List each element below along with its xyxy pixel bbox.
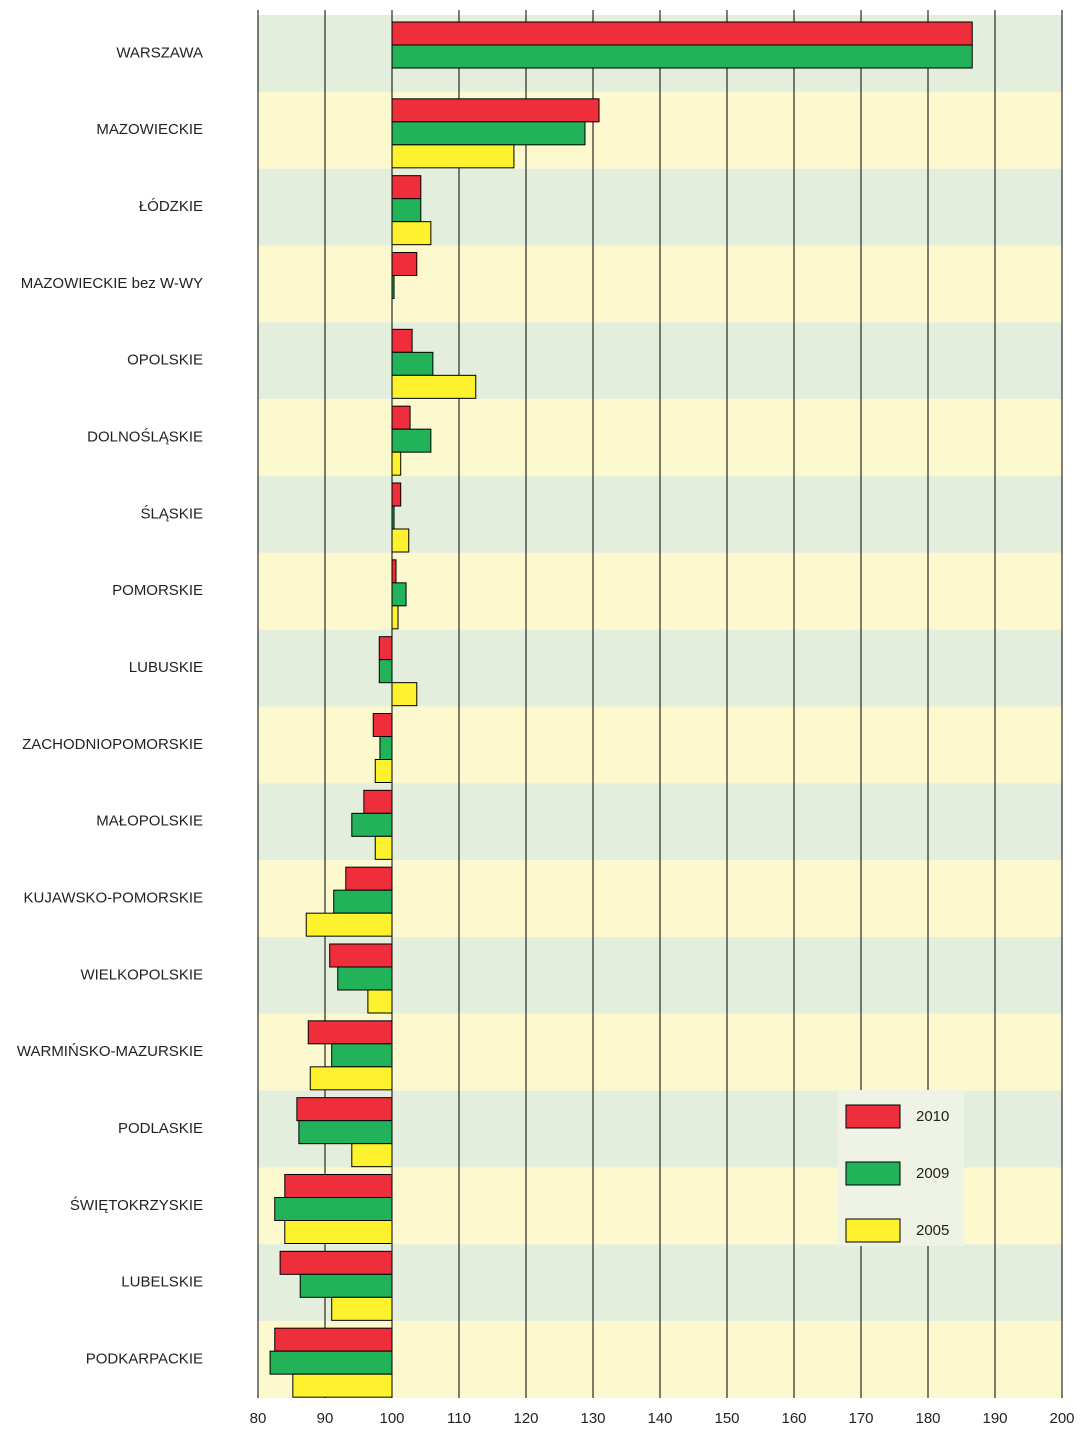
bar	[391, 98, 600, 123]
x-tick-label: 90	[317, 1410, 334, 1427]
bar	[391, 405, 411, 430]
bar	[299, 1273, 393, 1298]
bar	[391, 451, 402, 476]
y-tick-label: ZACHODNIOPOMORSKIE	[22, 736, 203, 753]
bar	[391, 198, 422, 223]
y-tick-label: LUBELSKIE	[121, 1274, 203, 1291]
legend-label: 2005	[916, 1222, 949, 1239]
x-tick-label: 110	[447, 1410, 471, 1427]
y-tick-label: ŚLĄSKIE	[140, 504, 203, 522]
y-tick-label: KUJAWSKO-POMORSKIE	[24, 890, 203, 907]
bar	[279, 1250, 393, 1275]
bar	[391, 582, 407, 607]
x-tick-label: 160	[781, 1410, 806, 1427]
bar	[298, 1120, 393, 1145]
y-tick-label: PODKARPACKIE	[86, 1351, 203, 1368]
bar	[284, 1220, 393, 1244]
y-tick-label: LUBUSKIE	[129, 659, 203, 676]
bar	[391, 221, 432, 246]
legend-label: 2009	[916, 1165, 949, 1182]
bar	[337, 966, 393, 991]
legend-swatch	[845, 1104, 901, 1129]
x-tick-label: 200	[1049, 1410, 1074, 1427]
bar	[379, 736, 393, 760]
legend-swatch	[845, 1161, 901, 1186]
x-tick-label: 130	[580, 1410, 605, 1427]
x-tick-label: 180	[915, 1410, 940, 1427]
bar	[269, 1350, 393, 1375]
bar	[372, 713, 393, 737]
bar	[391, 144, 515, 169]
bar	[363, 789, 393, 814]
bar	[351, 812, 393, 837]
bar	[378, 636, 393, 661]
y-tick-label: WARSZAWA	[116, 44, 203, 61]
bar	[391, 275, 395, 299]
bar	[331, 1043, 393, 1068]
y-tick-label: DOLNOŚLĄSKIE	[87, 428, 203, 446]
bar	[391, 505, 395, 530]
bar	[274, 1327, 393, 1352]
y-tick-label: MAŁOPOLSKIE	[96, 813, 203, 830]
y-tick-label: MAZOWIECKIE	[96, 121, 203, 138]
bar	[391, 559, 397, 584]
bar	[333, 889, 393, 914]
y-tick-label: OPOLSKIE	[127, 352, 203, 369]
bar	[284, 1174, 393, 1198]
bar	[351, 1143, 393, 1168]
legend-swatch	[845, 1218, 901, 1243]
bar	[331, 1296, 393, 1321]
bar	[391, 44, 973, 69]
x-tick-label: 190	[982, 1410, 1007, 1427]
bar	[391, 428, 432, 453]
bar	[391, 351, 434, 376]
y-tick-label: ŚWIĘTOKRZYSKIE	[70, 1196, 203, 1214]
bar	[367, 989, 393, 1014]
bar	[391, 252, 418, 276]
bar	[274, 1197, 393, 1221]
bar	[345, 866, 393, 891]
bar	[309, 1066, 393, 1091]
bar	[374, 759, 393, 783]
y-tick-label: MAZOWIECKIE bez W-WY	[21, 275, 203, 292]
y-tick-label: WARMIŃSKO-MAZURSKIE	[17, 1043, 203, 1060]
y-tick-label: ŁÓDZKIE	[139, 198, 203, 215]
x-tick-label: 140	[647, 1410, 672, 1427]
bar	[374, 835, 393, 860]
bar	[391, 175, 422, 200]
y-tick-label: PODLASKIE	[118, 1120, 203, 1137]
x-tick-label: 170	[848, 1410, 873, 1427]
bar	[391, 482, 402, 507]
bar	[391, 682, 418, 707]
bar	[391, 121, 586, 146]
legend-label: 2010	[916, 1108, 949, 1125]
y-tick-label: WIELKOPOLSKIE	[80, 966, 203, 983]
bar	[296, 1097, 393, 1122]
bar	[391, 374, 477, 399]
bar	[307, 1020, 393, 1045]
bar	[391, 328, 413, 353]
x-tick-label: 80	[250, 1410, 267, 1427]
bar	[378, 659, 393, 684]
x-tick-label: 100	[379, 1410, 404, 1427]
y-tick-label: POMORSKIE	[112, 582, 203, 599]
bar	[292, 1373, 393, 1398]
bar	[391, 605, 399, 630]
x-tick-label: 150	[714, 1410, 739, 1427]
bar	[305, 912, 393, 937]
bar	[391, 528, 410, 553]
bar	[329, 943, 393, 968]
x-tick-label: 120	[513, 1410, 538, 1427]
bar	[391, 21, 973, 46]
